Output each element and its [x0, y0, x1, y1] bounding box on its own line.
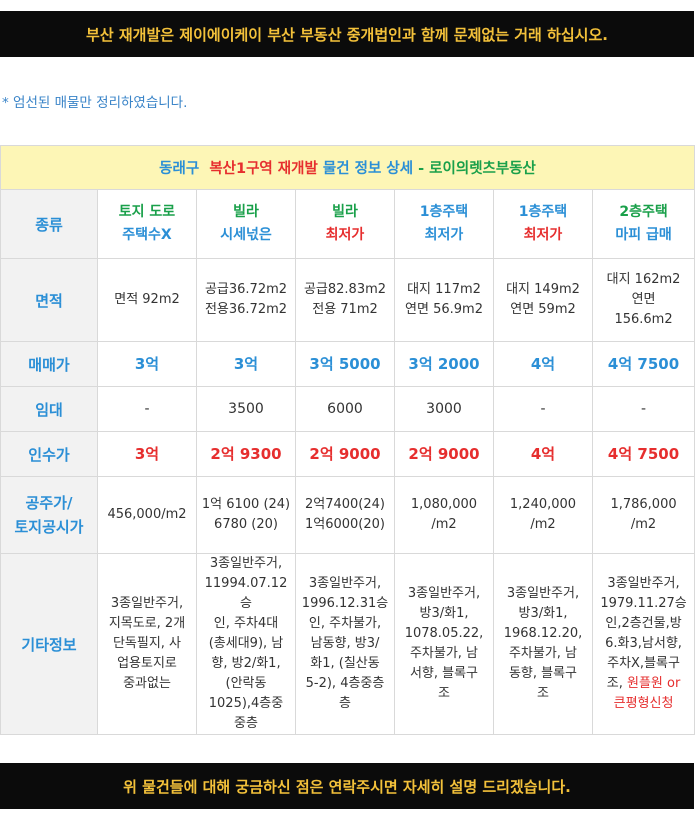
etc-cell: 3종일반주거, 1996.12.31승 인, 주차불가, 남동향, 방3/화1, (칠… [295, 553, 395, 735]
type-cell: 1층주택 최저가 [493, 189, 593, 259]
type-cell: 토지 도로 주택수X [97, 189, 197, 259]
type-row: 종류 토지 도로 주택수X 빌라 시세넋은 빌라 최저가 1층주택 최저가 1층주택 최저… [0, 189, 695, 259]
row-label-lease: 임대 [0, 386, 98, 432]
title-district: 동래구 [159, 161, 200, 177]
etc-cell: 3종일반주거, 방3/화1, 1078.05.22, 주차불가, 남 서향, 블록구 조 [394, 553, 494, 735]
lease-row: 임대 - 3500 6000 3000 - - [0, 386, 695, 432]
lease-cell: - [591, 386, 695, 432]
row-label-sale: 매매가 [0, 341, 98, 387]
public-price-row: 공주가/토지공시가 456,000/m2 1억 6100 (24) 6780 (2… [0, 476, 695, 554]
area-cell: 공급36.72m2 전용36.72m2 [196, 258, 296, 342]
area-cell: 대지 162m2 연면 156.6m2 [591, 258, 695, 342]
bottom-banner-text: 위 물건들에 대해 궁금하신 점은 연락주시면 자세히 설명 드리겠습니다. [123, 777, 571, 796]
area-cell: 면적 92m2 [97, 258, 197, 342]
title-detail: 물건 정보 상세 [322, 161, 414, 177]
public-price-cell: 1,786,000/m2 [591, 476, 695, 554]
table-title: 동래구 복산1구역 재개발 물건 정보 상세 - 로이의렛츠부동산 [0, 145, 695, 190]
sale-cell: 3억 2000 [394, 341, 494, 387]
row-label-etc: 기타정보 [0, 553, 98, 735]
acquire-cell: 4억 [493, 431, 593, 477]
sale-cell: 4억 7500 [591, 341, 695, 387]
title-agency: - 로이의렛츠부동산 [418, 161, 536, 177]
row-label-area: 면적 [0, 258, 98, 342]
public-price-cell: 456,000/m2 [97, 476, 197, 554]
area-cell: 대지 117m2 연면 56.9m2 [394, 258, 494, 342]
type-cell: 2층주택 마피 급매 [591, 189, 695, 259]
lease-cell: 3500 [196, 386, 296, 432]
etc-cell: 3종일반주거, 1979.11.27승 인,2층건물,방 6.화3,남서향, 주차X,블… [591, 553, 695, 735]
row-label-acquire: 인수가 [0, 431, 98, 477]
acquire-cell: 2억 9000 [394, 431, 494, 477]
top-banner: 부산 재개발은 제이에이케이 부산 부동산 중개법인과 함께 문제없는 거래 하… [0, 11, 694, 57]
area-cell: 공급82.83m2 전용 71m2 [295, 258, 395, 342]
type-cell: 1층주택 최저가 [394, 189, 494, 259]
sale-cell: 3억 [196, 341, 296, 387]
acquire-row: 인수가 3억 2억 9300 2억 9000 2억 9000 4억 4억 750… [0, 431, 695, 477]
bottom-banner: 위 물건들에 대해 궁금하신 점은 연락주시면 자세히 설명 드리겠습니다. [0, 763, 694, 809]
etc-cell: 3종일반주거, 11994.07.12승 인, 주차4대 (총세대9), 남 향, 방2… [196, 553, 296, 735]
acquire-cell: 3억 [97, 431, 197, 477]
acquire-cell: 4억 7500 [591, 431, 695, 477]
lease-cell: - [493, 386, 593, 432]
area-cell: 대지 149m2 연면 59m2 [493, 258, 593, 342]
public-price-cell: 1,240,000/m2 [493, 476, 593, 554]
public-price-cell: 1,080,000/m2 [394, 476, 494, 554]
row-label-type: 종류 [0, 189, 98, 259]
sale-row: 매매가 3억 3억 3억 5000 3억 2000 4억 4억 7500 [0, 341, 695, 387]
top-banner-text: 부산 재개발은 제이에이케이 부산 부동산 중개법인과 함께 문제없는 거래 하… [86, 25, 608, 44]
type-cell: 빌라 시세넋은 [196, 189, 296, 259]
etc-cell: 3종일반주거, 지목도로, 2개 단독필지, 사 업용토지로 중과없는 [97, 553, 197, 735]
intro-note: * 엄선된 매물만 정리하였습니다. [2, 95, 188, 111]
lease-cell: 3000 [394, 386, 494, 432]
etc-row: 기타정보 3종일반주거, 지목도로, 2개 단독필지, 사 업용토지로 중과없는 3종일… [0, 553, 695, 735]
acquire-cell: 2억 9300 [196, 431, 296, 477]
sale-cell: 3억 5000 [295, 341, 395, 387]
property-table: 동래구 복산1구역 재개발 물건 정보 상세 - 로이의렛츠부동산 종류 토지 … [0, 145, 695, 735]
area-row: 면적 면적 92m2 공급36.72m2 전용36.72m2 공급82.83m2 전… [0, 258, 695, 342]
acquire-cell: 2억 9000 [295, 431, 395, 477]
sale-cell: 3억 [97, 341, 197, 387]
title-project: 복산1구역 재개발 [209, 161, 318, 177]
etc-cell: 3종일반주거, 방3/화1, 1968.12.20, 주차불가, 남 동향, 블록구 조 [493, 553, 593, 735]
title-row: 동래구 복산1구역 재개발 물건 정보 상세 - 로이의렛츠부동산 [0, 145, 695, 190]
row-label-public-price: 공주가/토지공시가 [0, 476, 98, 554]
public-price-cell: 1억 6100 (24) 6780 (20) [196, 476, 296, 554]
lease-cell: - [97, 386, 197, 432]
type-cell: 빌라 최저가 [295, 189, 395, 259]
lease-cell: 6000 [295, 386, 395, 432]
sale-cell: 4억 [493, 341, 593, 387]
public-price-cell: 2억7400(24) 1억6000(20) [295, 476, 395, 554]
